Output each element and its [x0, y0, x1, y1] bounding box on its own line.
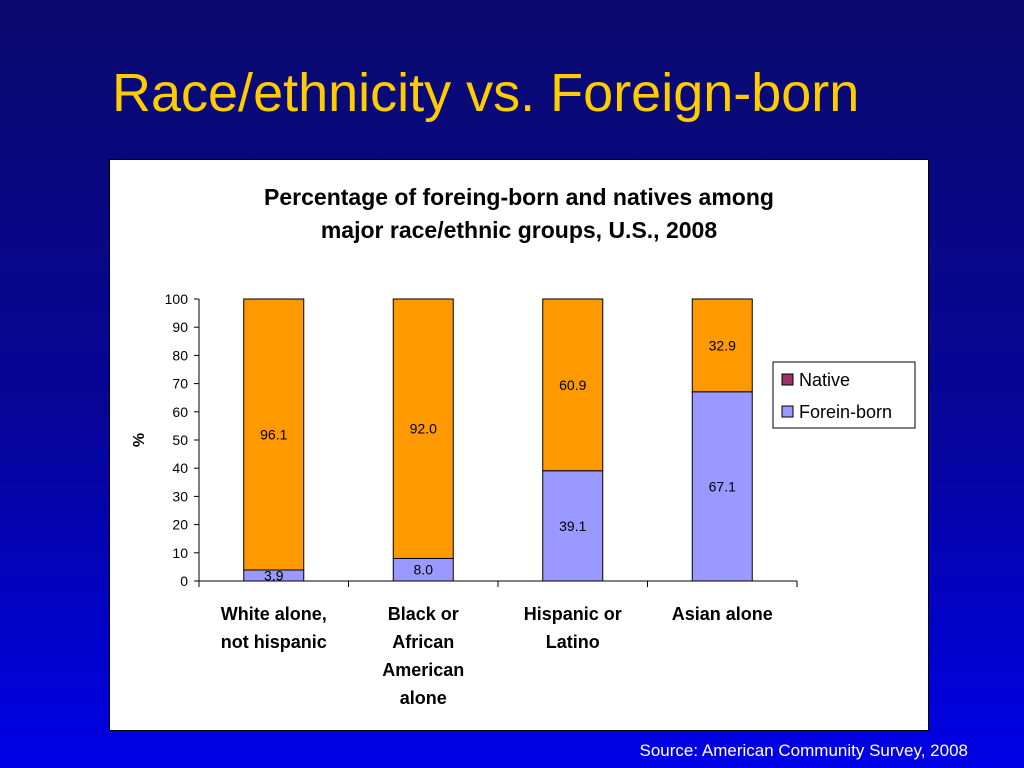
- bar-segment: [691, 298, 753, 393]
- y-tick-label: 40: [172, 460, 188, 476]
- y-tick-label: 50: [172, 432, 188, 448]
- x-category-label: Hispanic or: [524, 604, 622, 624]
- legend-label: Forein-born: [799, 402, 892, 422]
- y-tick-label: 100: [165, 291, 189, 307]
- data-label: 32.9: [709, 337, 736, 353]
- slide-title: Race/ethnicity vs. Foreign-born: [112, 63, 860, 123]
- y-tick-label: 0: [180, 573, 188, 589]
- x-category-label: Asian alone: [672, 604, 773, 624]
- bar-segment: [392, 298, 454, 559]
- data-label: 67.1: [709, 478, 736, 494]
- y-tick-label: 70: [172, 376, 188, 392]
- data-label: 3.9: [264, 568, 284, 584]
- bar-segment: [691, 391, 753, 582]
- data-label: 60.9: [559, 377, 586, 393]
- data-label: 96.1: [260, 427, 287, 443]
- y-tick-label: 90: [172, 319, 188, 335]
- source-note: Source: American Community Survey, 2008: [639, 741, 969, 760]
- y-tick-label: 20: [172, 517, 188, 533]
- y-axis-label: %: [131, 433, 148, 447]
- chart-title-line: Percentage of foreing-born and natives a…: [264, 184, 774, 210]
- chart-panel: Percentage of foreing-born and natives a…: [109, 159, 929, 731]
- x-category-label: White alone,: [221, 604, 327, 624]
- legend-swatch: [781, 405, 794, 418]
- x-category-label: African: [392, 632, 454, 652]
- y-tick-label: 30: [172, 488, 188, 504]
- y-tick-label: 60: [172, 404, 188, 420]
- stacked-bar-chart: Percentage of foreing-born and natives a…: [131, 184, 916, 708]
- data-label: 8.0: [414, 562, 434, 578]
- data-label: 39.1: [559, 518, 586, 534]
- x-category-label: Latino: [546, 632, 600, 652]
- x-category-label: Black or: [388, 604, 459, 624]
- x-category-label: American: [382, 660, 464, 680]
- x-category-label: alone: [400, 688, 447, 708]
- legend-swatch: [781, 373, 794, 386]
- data-label: 92.0: [410, 421, 437, 437]
- legend-box: [772, 361, 916, 429]
- bar-segment: [542, 470, 604, 582]
- chart-title-line: major race/ethnic groups, U.S., 2008: [321, 217, 717, 243]
- bar-segment: [542, 298, 604, 472]
- x-category-label: not hispanic: [221, 632, 327, 652]
- y-tick-label: 10: [172, 545, 188, 561]
- bar-segment: [243, 298, 305, 571]
- y-tick-label: 80: [172, 347, 188, 363]
- legend-label: Native: [799, 370, 850, 390]
